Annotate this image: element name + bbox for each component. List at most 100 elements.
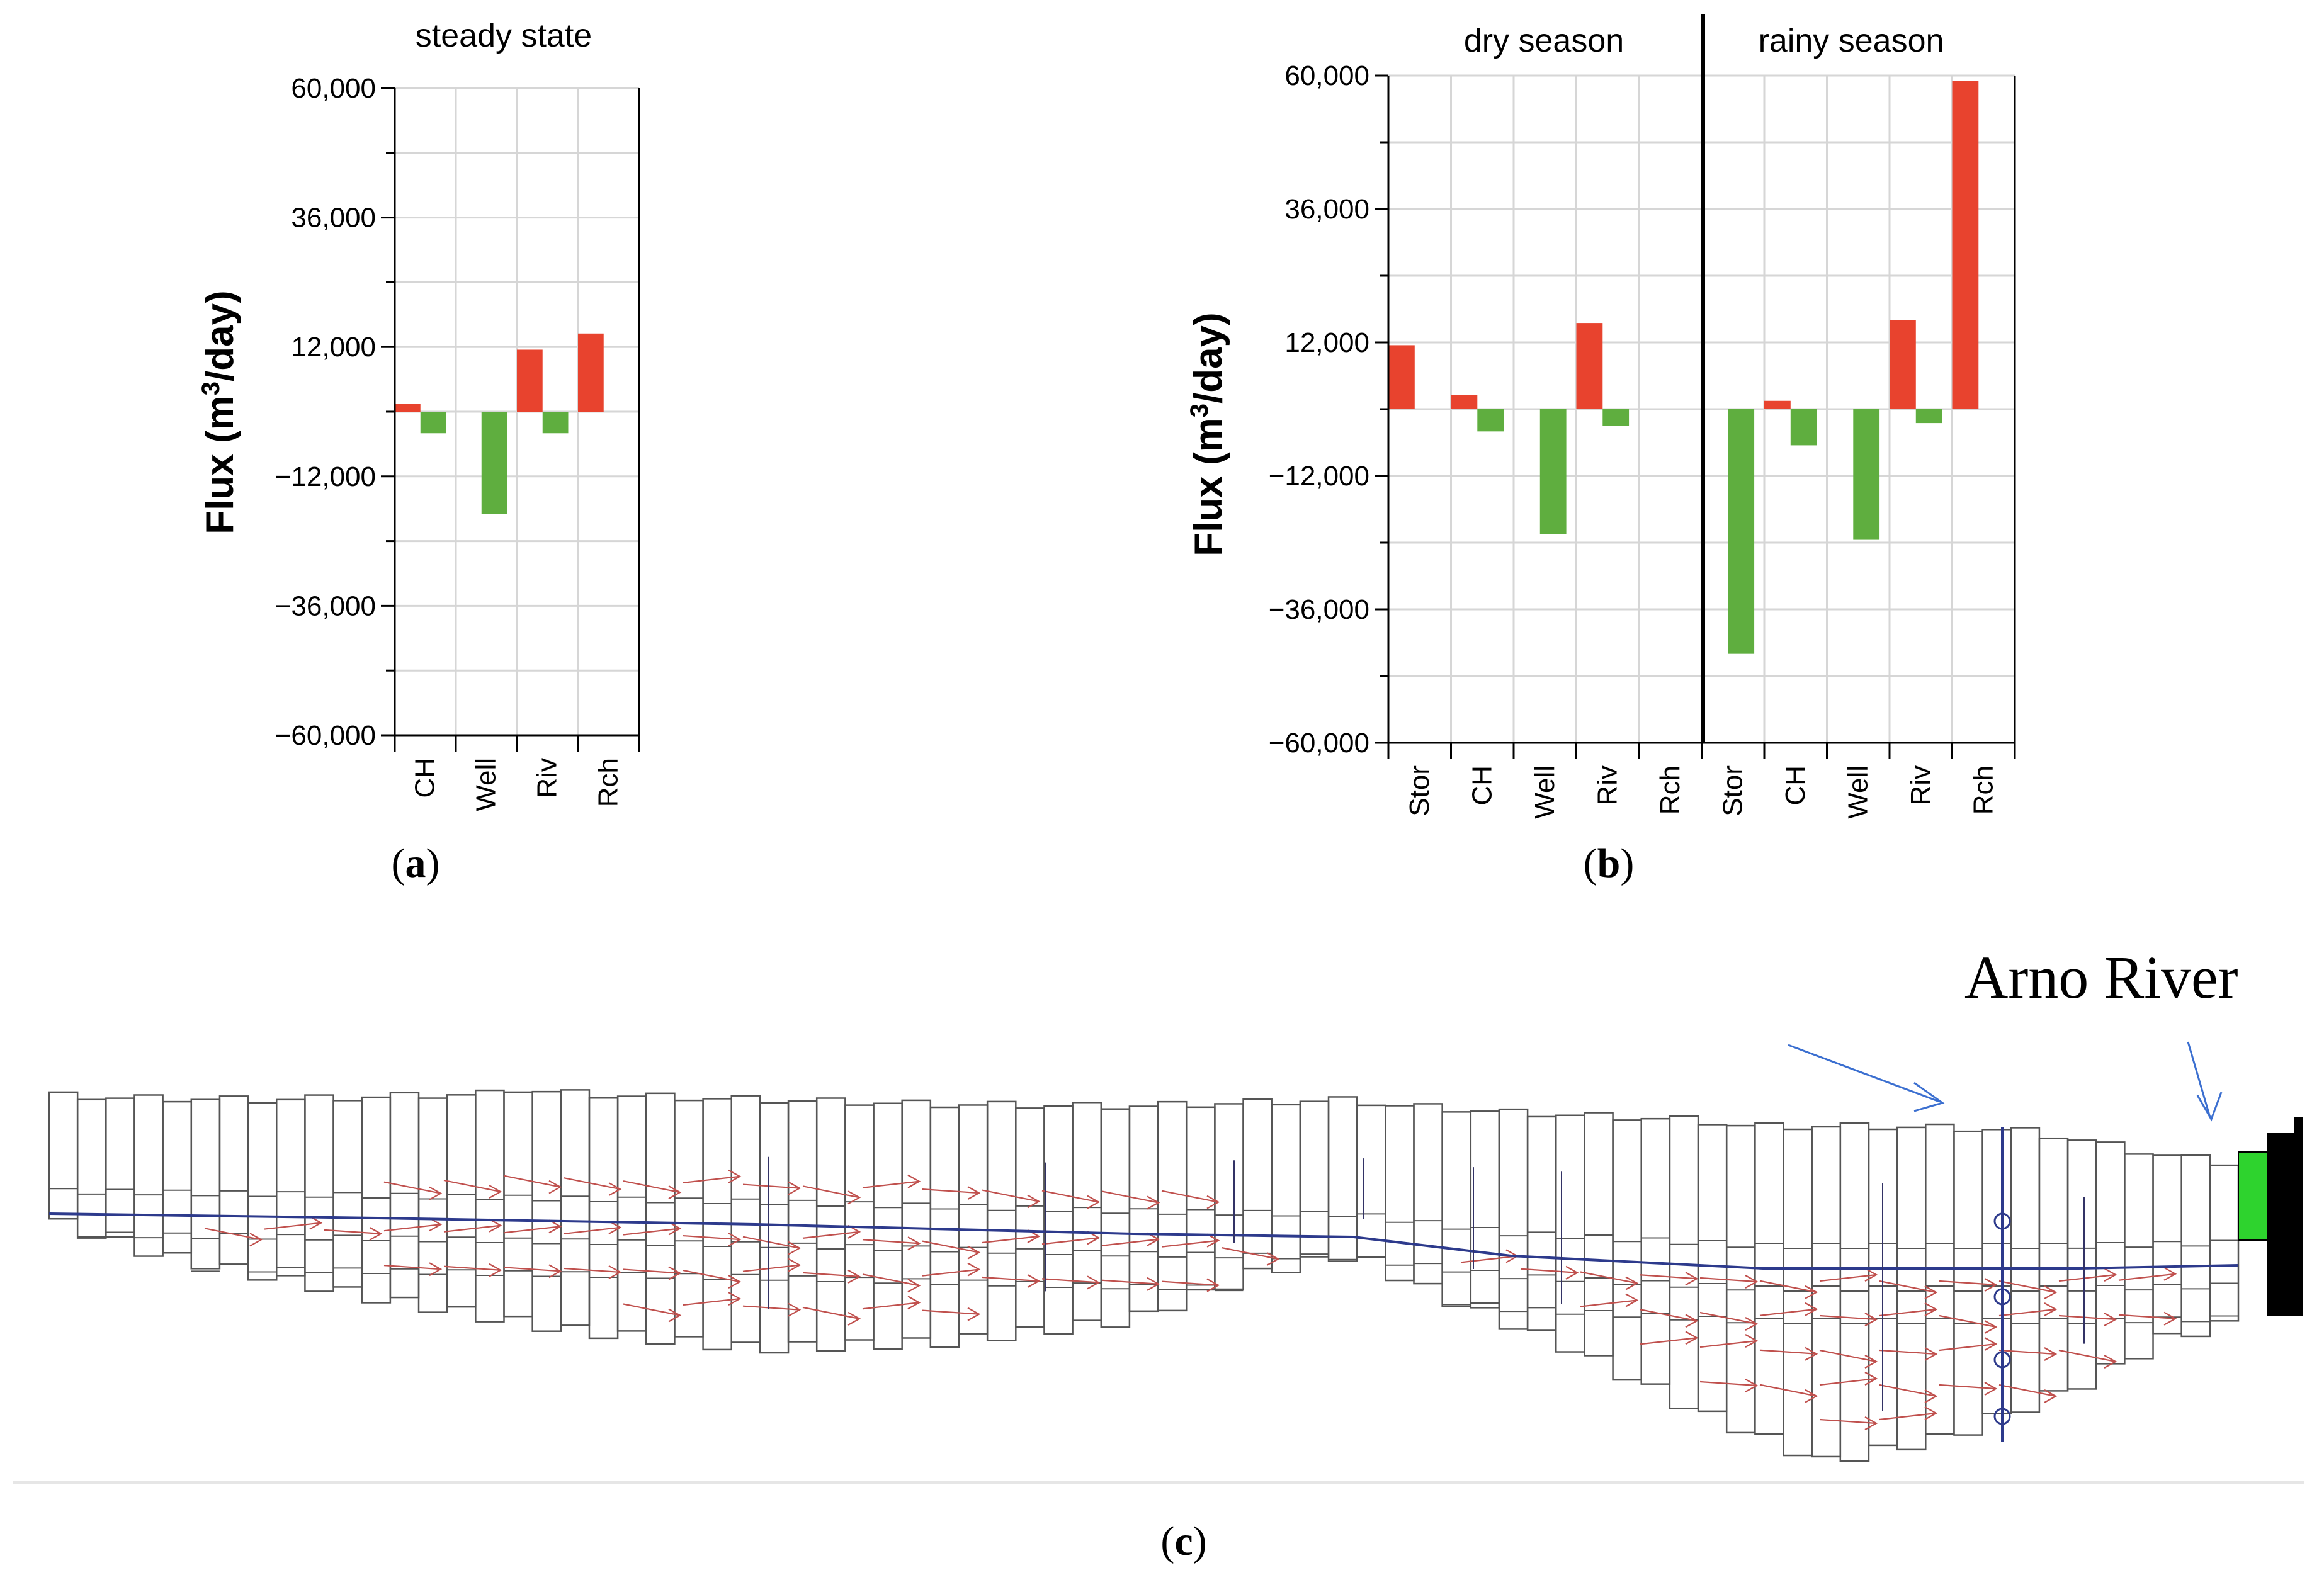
flow-arrow — [2058, 1273, 2116, 1282]
cross-section-cell — [1072, 1102, 1102, 1321]
x-tick-label-rch: Rch — [593, 758, 624, 807]
panel-c-features — [13, 1041, 2304, 1484]
flow-arrow-head — [668, 1221, 682, 1236]
cross-section-cell — [304, 1094, 334, 1292]
cross-section-cell — [1640, 1117, 1671, 1385]
flow-arrow — [1161, 1239, 1219, 1248]
cross-section-cell — [1242, 1098, 1273, 1270]
flow-arrow — [1640, 1309, 1698, 1322]
flow-arrow-head — [489, 1185, 502, 1199]
flow-arrow — [742, 1183, 800, 1189]
y-tick-label: 12,000 — [1284, 327, 1369, 358]
flow-arrow-head — [1805, 1302, 1818, 1316]
flow-arrow-head — [429, 1186, 443, 1200]
flow-arrow-head — [1685, 1314, 1699, 1328]
bar-outflow-well — [1853, 409, 1880, 540]
cross-section-cell — [48, 1091, 79, 1220]
x-tick-label-ch: CH — [410, 758, 441, 798]
x-tick-label-riv: Riv — [1592, 765, 1623, 806]
flow-arrow — [802, 1272, 860, 1277]
flow-arrow — [383, 1265, 441, 1270]
flow-arrow — [204, 1228, 262, 1241]
panel-a-y-axis-label: Flux (m3/day) — [197, 290, 242, 534]
flow-arrow — [1580, 1299, 1638, 1307]
x-tick-label-stor: Stor — [1404, 765, 1435, 816]
x-tick-label-ch: CH — [1780, 765, 1811, 806]
flow-arrow-head — [907, 1279, 921, 1293]
flow-arrow-head — [1805, 1389, 1818, 1403]
flow-arrow-head — [1864, 1355, 1878, 1369]
cross-section-cell — [1413, 1103, 1443, 1285]
cross-section-cell — [531, 1090, 562, 1332]
x-tick-label-well: Well — [471, 758, 502, 811]
flow-arrow — [563, 1177, 621, 1190]
blue-arrow-2 — [2187, 1041, 2211, 1118]
y-tick-label: 12,000 — [291, 332, 376, 363]
cross-section-cell — [332, 1100, 363, 1288]
flow-arrow — [922, 1188, 980, 1194]
flow-arrow-head — [1266, 1252, 1280, 1266]
flow-arrow — [802, 1231, 860, 1239]
cross-section-cell — [1783, 1128, 1813, 1457]
bar-outflow-well — [1539, 409, 1567, 534]
cross-section-cell — [1441, 1111, 1472, 1307]
flow-arrow-head — [1087, 1275, 1101, 1290]
cross-section-cell — [588, 1097, 619, 1340]
cross-section-cell — [759, 1102, 790, 1354]
cross-section-cell — [105, 1097, 135, 1238]
cross-section-cell — [1839, 1122, 1870, 1462]
flow-arrow — [683, 1234, 740, 1241]
flow-arrow — [1699, 1277, 1757, 1283]
cross-section-cell — [133, 1094, 164, 1257]
flow-arrow — [563, 1267, 621, 1273]
flow-arrow — [1759, 1280, 1817, 1293]
flow-arrow-head — [1864, 1372, 1878, 1386]
flow-arrow — [503, 1267, 561, 1272]
bar-outflow-well — [481, 412, 507, 514]
flow-arrow-head — [728, 1292, 742, 1306]
y-tick-label: −60,000 — [1269, 728, 1369, 759]
flow-arrow-head — [1864, 1312, 1878, 1326]
bar-inflow-rch — [578, 333, 604, 412]
flow-arrow-head — [1745, 1275, 1759, 1289]
cross-section-cell — [2066, 1139, 2097, 1390]
flow-arrow-head — [2163, 1311, 2177, 1326]
flow-arrow-head — [1805, 1285, 1818, 1299]
bar-inflow-ch — [1451, 395, 1478, 409]
flow-arrow — [264, 1222, 322, 1230]
arno-river-label: Arno River — [1964, 944, 2238, 1011]
flow-arrow — [1699, 1380, 1757, 1387]
flow-arrow — [1699, 1311, 1757, 1325]
river-cell-black — [2267, 1133, 2294, 1316]
cross-section-cell — [645, 1092, 676, 1345]
y-tick-label: −12,000 — [1269, 461, 1369, 492]
blue-arrow-1-head — [1913, 1081, 1945, 1112]
flow-arrow — [623, 1268, 681, 1274]
flow-arrow — [1879, 1349, 1937, 1355]
panel-c-grid-cells — [48, 1089, 2240, 1462]
cross-section-cell — [1925, 1123, 1955, 1435]
well-screen — [1993, 1408, 2011, 1425]
cross-section-cell — [1271, 1104, 1301, 1273]
flow-arrow — [683, 1270, 740, 1283]
flow-arrow — [443, 1265, 501, 1271]
cross-section-cell — [2209, 1164, 2240, 1322]
panel-c-cross-section: Arno River (c) — [13, 944, 2304, 1564]
cross-section-cell — [1584, 1112, 1614, 1357]
flow-arrow — [982, 1235, 1040, 1244]
y-tick-label: 60,000 — [1284, 60, 1369, 91]
flow-arrow — [623, 1303, 681, 1316]
cross-section-cell — [475, 1089, 505, 1323]
flow-arrow — [922, 1240, 980, 1253]
flow-arrow-head — [2104, 1268, 2117, 1282]
flow-arrow — [1759, 1349, 1817, 1355]
flow-arrow-head — [1924, 1302, 1938, 1316]
flow-arrow-head — [967, 1245, 981, 1260]
flow-arrow-head — [668, 1185, 682, 1200]
cross-section-cell — [730, 1095, 761, 1343]
cross-section-cell — [958, 1104, 989, 1335]
flow-arrow — [1819, 1273, 1877, 1282]
flow-arrow — [623, 1180, 681, 1194]
cross-section-cell — [1100, 1108, 1131, 1328]
panel-a-axes: 60,000 36,000 12,000 −12,000 −36,000 −60,000 C… — [275, 73, 640, 811]
